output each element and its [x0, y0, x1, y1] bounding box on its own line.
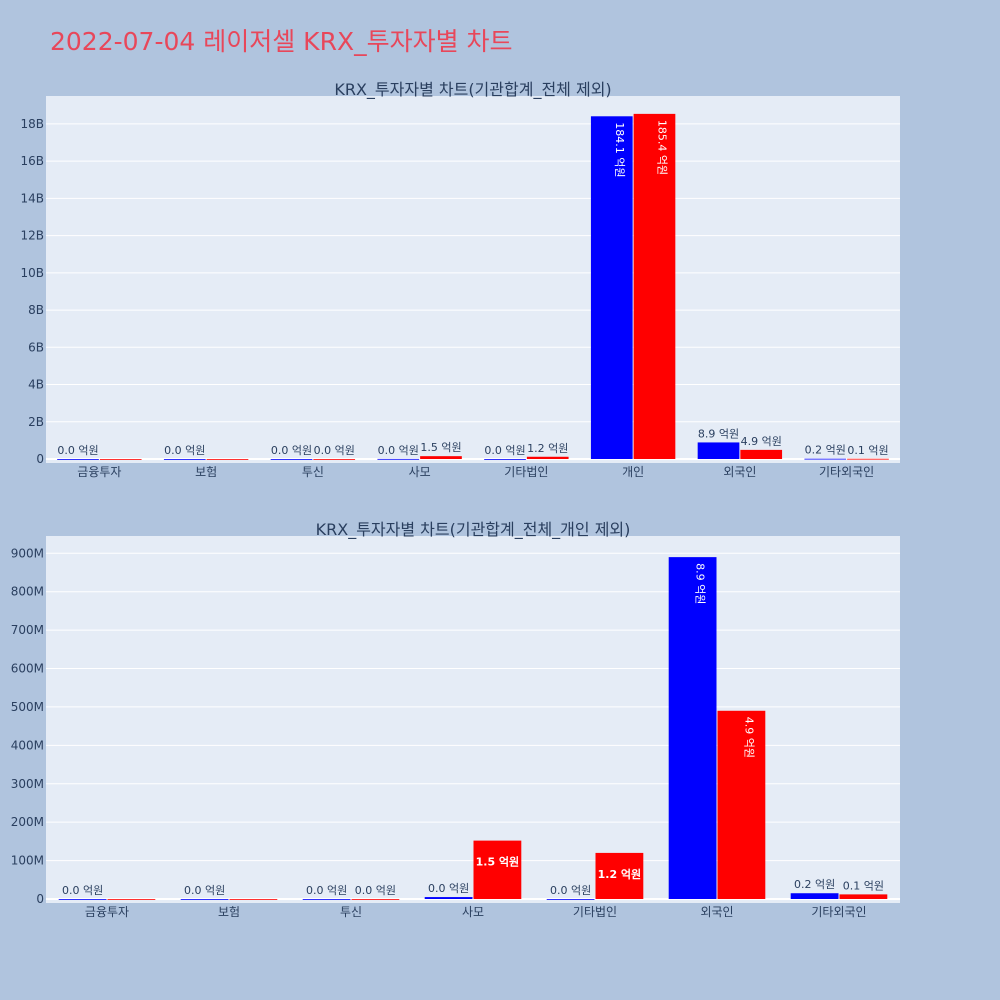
- y-tick-label: 500M: [11, 700, 44, 714]
- x-tick-label: 개인: [622, 465, 644, 479]
- bar[interactable]: [99, 459, 142, 460]
- x-tick-label: 기타외국인: [811, 905, 866, 919]
- y-tick-label: 14B: [20, 191, 44, 205]
- bar[interactable]: [790, 893, 839, 899]
- plot-area: [46, 96, 900, 463]
- data-label: 0.1 억원: [843, 879, 884, 892]
- bar[interactable]: [740, 449, 783, 459]
- x-tick-label: 금융투자: [85, 905, 129, 919]
- bar[interactable]: [420, 456, 462, 459]
- data-label: 0.0 억원: [355, 884, 396, 897]
- data-label: 0.0 억원: [57, 444, 98, 457]
- bar[interactable]: [804, 458, 847, 460]
- y-tick-label: 0: [36, 452, 44, 466]
- bar[interactable]: [717, 710, 766, 899]
- bar[interactable]: [57, 459, 99, 460]
- chart-1: 0 2B 4B 6B 8B 10B 12B 14B 16B 18B KRX_투자자별 차트(기관합계…: [20, 80, 900, 479]
- y-tick-label: 12B: [20, 229, 44, 243]
- data-label: 8.9 억원: [694, 563, 707, 604]
- data-label: 1.2 억원: [527, 442, 568, 455]
- data-label: 0.0 억원: [306, 884, 347, 897]
- data-label: 0.0 억원: [378, 444, 419, 457]
- x-tick-label: 기타외국인: [819, 465, 874, 479]
- data-label: 1.5 억원: [420, 441, 461, 454]
- x-tick-label: 기타법인: [504, 465, 548, 479]
- data-label: 184.1 억원: [613, 122, 626, 177]
- data-label: 0.0 억원: [164, 444, 205, 457]
- bar[interactable]: [590, 116, 633, 459]
- data-label: 1.5 억원: [476, 855, 520, 869]
- y-tick-label: 18B: [20, 117, 44, 131]
- bar[interactable]: [847, 458, 889, 460]
- data-label: 0.0 억원: [428, 882, 469, 895]
- y-tick-label: 700M: [11, 623, 44, 637]
- x-tick-label: 외국인: [700, 905, 733, 919]
- bar[interactable]: [58, 899, 107, 900]
- y-tick-label: 8B: [28, 303, 44, 317]
- data-label: 0.0 억원: [550, 884, 591, 897]
- bar[interactable]: [595, 852, 644, 899]
- data-label: 8.9 억원: [698, 427, 739, 440]
- bar[interactable]: [377, 458, 420, 460]
- plot-area: [46, 536, 900, 903]
- x-tick-label: 보험: [195, 465, 217, 479]
- x-tick-label: 외국인: [723, 465, 756, 479]
- chart-title: KRX_투자자별 차트(기관합계_전체 제외): [334, 80, 611, 100]
- y-tick-label: 10B: [20, 266, 44, 280]
- y-tick-label: 6B: [28, 340, 44, 354]
- bar[interactable]: [229, 899, 278, 900]
- bar[interactable]: [697, 442, 740, 459]
- y-tick-label: 800M: [11, 585, 44, 599]
- data-label: 185.4 억원: [655, 120, 668, 175]
- bar[interactable]: [546, 899, 595, 900]
- data-label: 4.9 억원: [742, 717, 755, 758]
- bar[interactable]: [180, 899, 229, 900]
- x-tick-label: 보험: [218, 905, 240, 919]
- bar[interactable]: [163, 459, 206, 460]
- bar[interactable]: [302, 899, 351, 900]
- chart-2: 0 100M 200M 300M 400M 500M 600M 700M 800M 900M KRX…: [11, 520, 900, 919]
- y-tick-label: 400M: [11, 738, 44, 752]
- y-tick-label: 200M: [11, 815, 44, 829]
- data-label: 0.2 억원: [794, 878, 835, 891]
- bar[interactable]: [839, 894, 888, 899]
- bar[interactable]: [526, 456, 569, 459]
- bar[interactable]: [633, 113, 676, 460]
- x-tick-label: 사모: [409, 465, 431, 479]
- bar[interactable]: [206, 459, 249, 460]
- bar[interactable]: [107, 899, 156, 900]
- y-tick-label: 300M: [11, 777, 44, 791]
- bar[interactable]: [473, 840, 522, 899]
- bar[interactable]: [351, 899, 400, 900]
- y-tick-label: 900M: [11, 546, 44, 560]
- bar[interactable]: [484, 459, 526, 460]
- x-tick-label: 기타법인: [573, 905, 617, 919]
- page-title: 2022-07-04 레이저셀 KRX_투자자별 차트: [50, 27, 513, 56]
- data-label: 0.2 억원: [805, 444, 846, 457]
- data-label: 0.0 억원: [314, 444, 355, 457]
- data-label: 0.1 억원: [847, 444, 888, 457]
- bar[interactable]: [668, 557, 717, 899]
- y-tick-label: 4B: [28, 378, 44, 392]
- y-tick-label: 600M: [11, 662, 44, 676]
- bar[interactable]: [270, 459, 313, 460]
- y-tick-label: 0: [36, 892, 44, 906]
- chart-title: KRX_투자자별 차트(기관합계_전체_개인 제외): [316, 520, 631, 540]
- bar[interactable]: [313, 459, 356, 460]
- x-tick-label: 사모: [462, 905, 484, 919]
- bar[interactable]: [424, 897, 473, 899]
- y-tick-label: 100M: [11, 854, 44, 868]
- data-label: 0.0 억원: [484, 444, 525, 457]
- x-tick-label: 투신: [340, 905, 362, 919]
- data-label: 0.0 억원: [184, 884, 225, 897]
- data-label: 1.2 억원: [598, 867, 642, 881]
- x-tick-label: 투신: [302, 465, 324, 479]
- y-tick-label: 16B: [20, 154, 44, 168]
- data-label: 0.0 억원: [62, 884, 103, 897]
- data-label: 4.9 억원: [741, 435, 782, 448]
- y-tick-label: 2B: [28, 415, 44, 429]
- data-label: 0.0 억원: [271, 444, 312, 457]
- x-tick-label: 금융투자: [77, 465, 121, 479]
